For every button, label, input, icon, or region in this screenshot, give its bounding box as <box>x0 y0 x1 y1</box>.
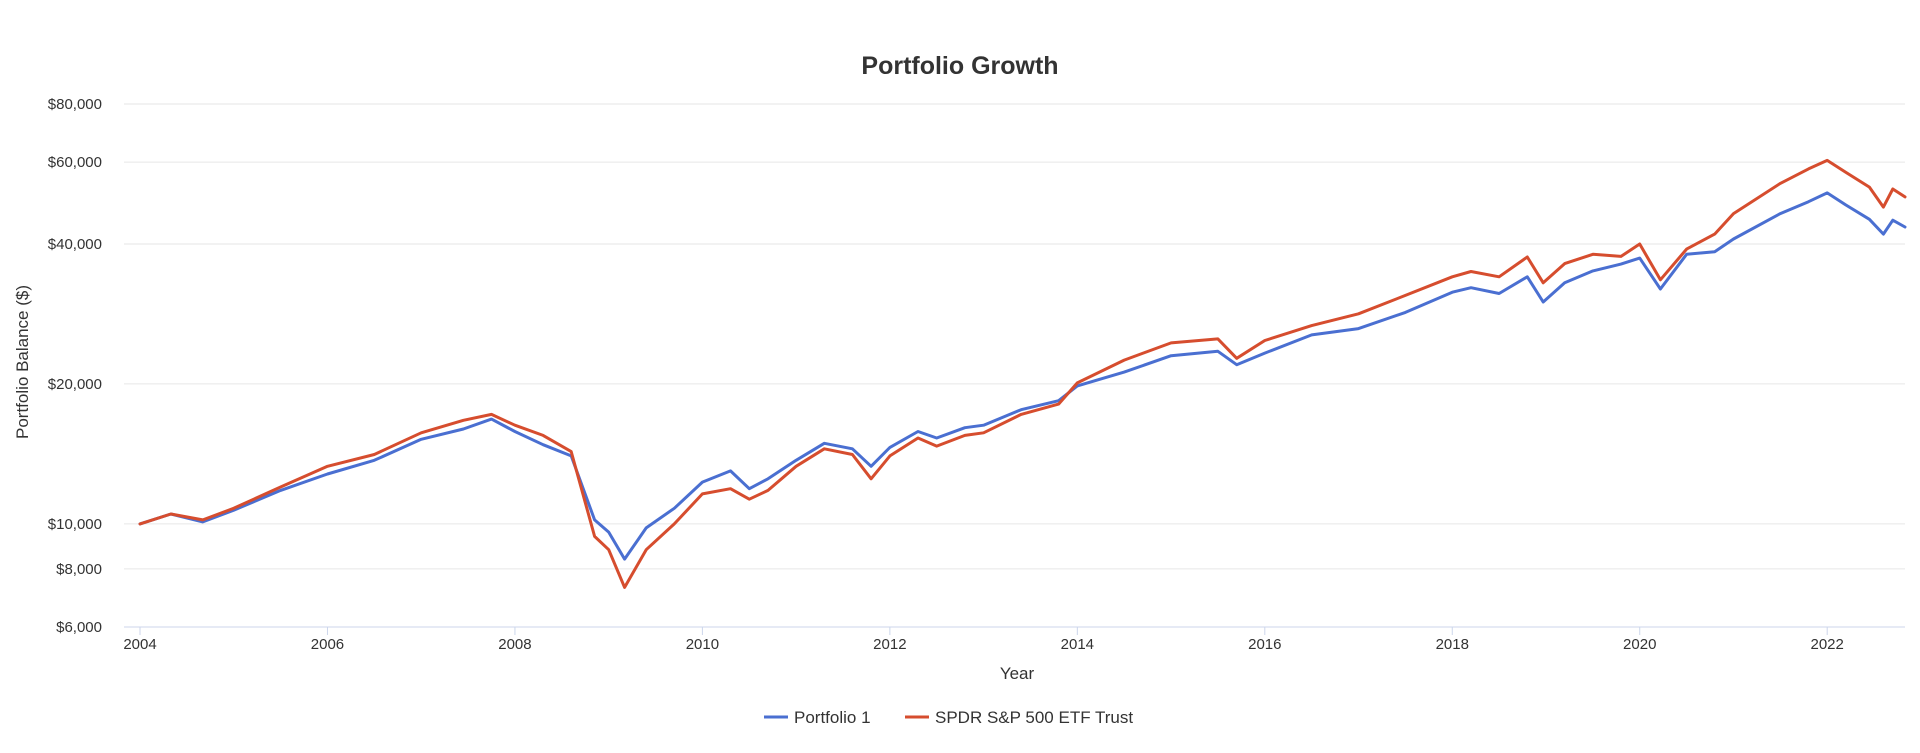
y-axis-ticks: $6,000 $8,000 $10,000 $20,000 $40,000 $60,000… <box>48 96 102 636</box>
grid-lines <box>124 103 1905 628</box>
y-tick-label: $60,000 <box>48 154 102 171</box>
x-tick-label: 2004 <box>123 636 156 653</box>
y-tick-label: $10,000 <box>48 516 102 533</box>
series-line-2 <box>138 158 1907 589</box>
y-tick-label: $6,000 <box>56 619 102 636</box>
legend-label[interactable]: Portfolio 1 <box>794 708 871 727</box>
x-axis-ticks: 2004 2006 2008 2010 2012 2014 2016 2018 2020 2022 <box>123 627 1844 653</box>
x-tick-label: 2008 <box>498 636 531 653</box>
x-axis-label: Year <box>1000 664 1035 683</box>
y-tick-label: $80,000 <box>48 96 102 113</box>
x-tick-label: 2014 <box>1061 636 1094 653</box>
x-tick-label: 2018 <box>1436 636 1469 653</box>
chart-title: Portfolio Growth <box>861 52 1058 80</box>
y-tick-label: $20,000 <box>48 376 102 393</box>
x-tick-label: 2022 <box>1811 636 1844 653</box>
x-tick-label: 2010 <box>686 636 719 653</box>
x-tick-label: 2012 <box>873 636 906 653</box>
legend-label[interactable]: SPDR S&P 500 ETF Trust <box>935 708 1133 727</box>
y-tick-label: $40,000 <box>48 236 102 253</box>
x-tick-label: 2016 <box>1248 636 1281 653</box>
x-tick-label: 2020 <box>1623 636 1656 653</box>
x-tick-label: 2006 <box>311 636 344 653</box>
y-axis-label: Portfolio Balance ($) <box>13 285 32 439</box>
series-lines <box>138 158 1907 589</box>
legend: Portfolio 1 SPDR S&P 500 ETF Trust <box>764 708 1133 727</box>
y-tick-label: $8,000 <box>56 561 102 578</box>
series-line-1 <box>138 191 1907 561</box>
